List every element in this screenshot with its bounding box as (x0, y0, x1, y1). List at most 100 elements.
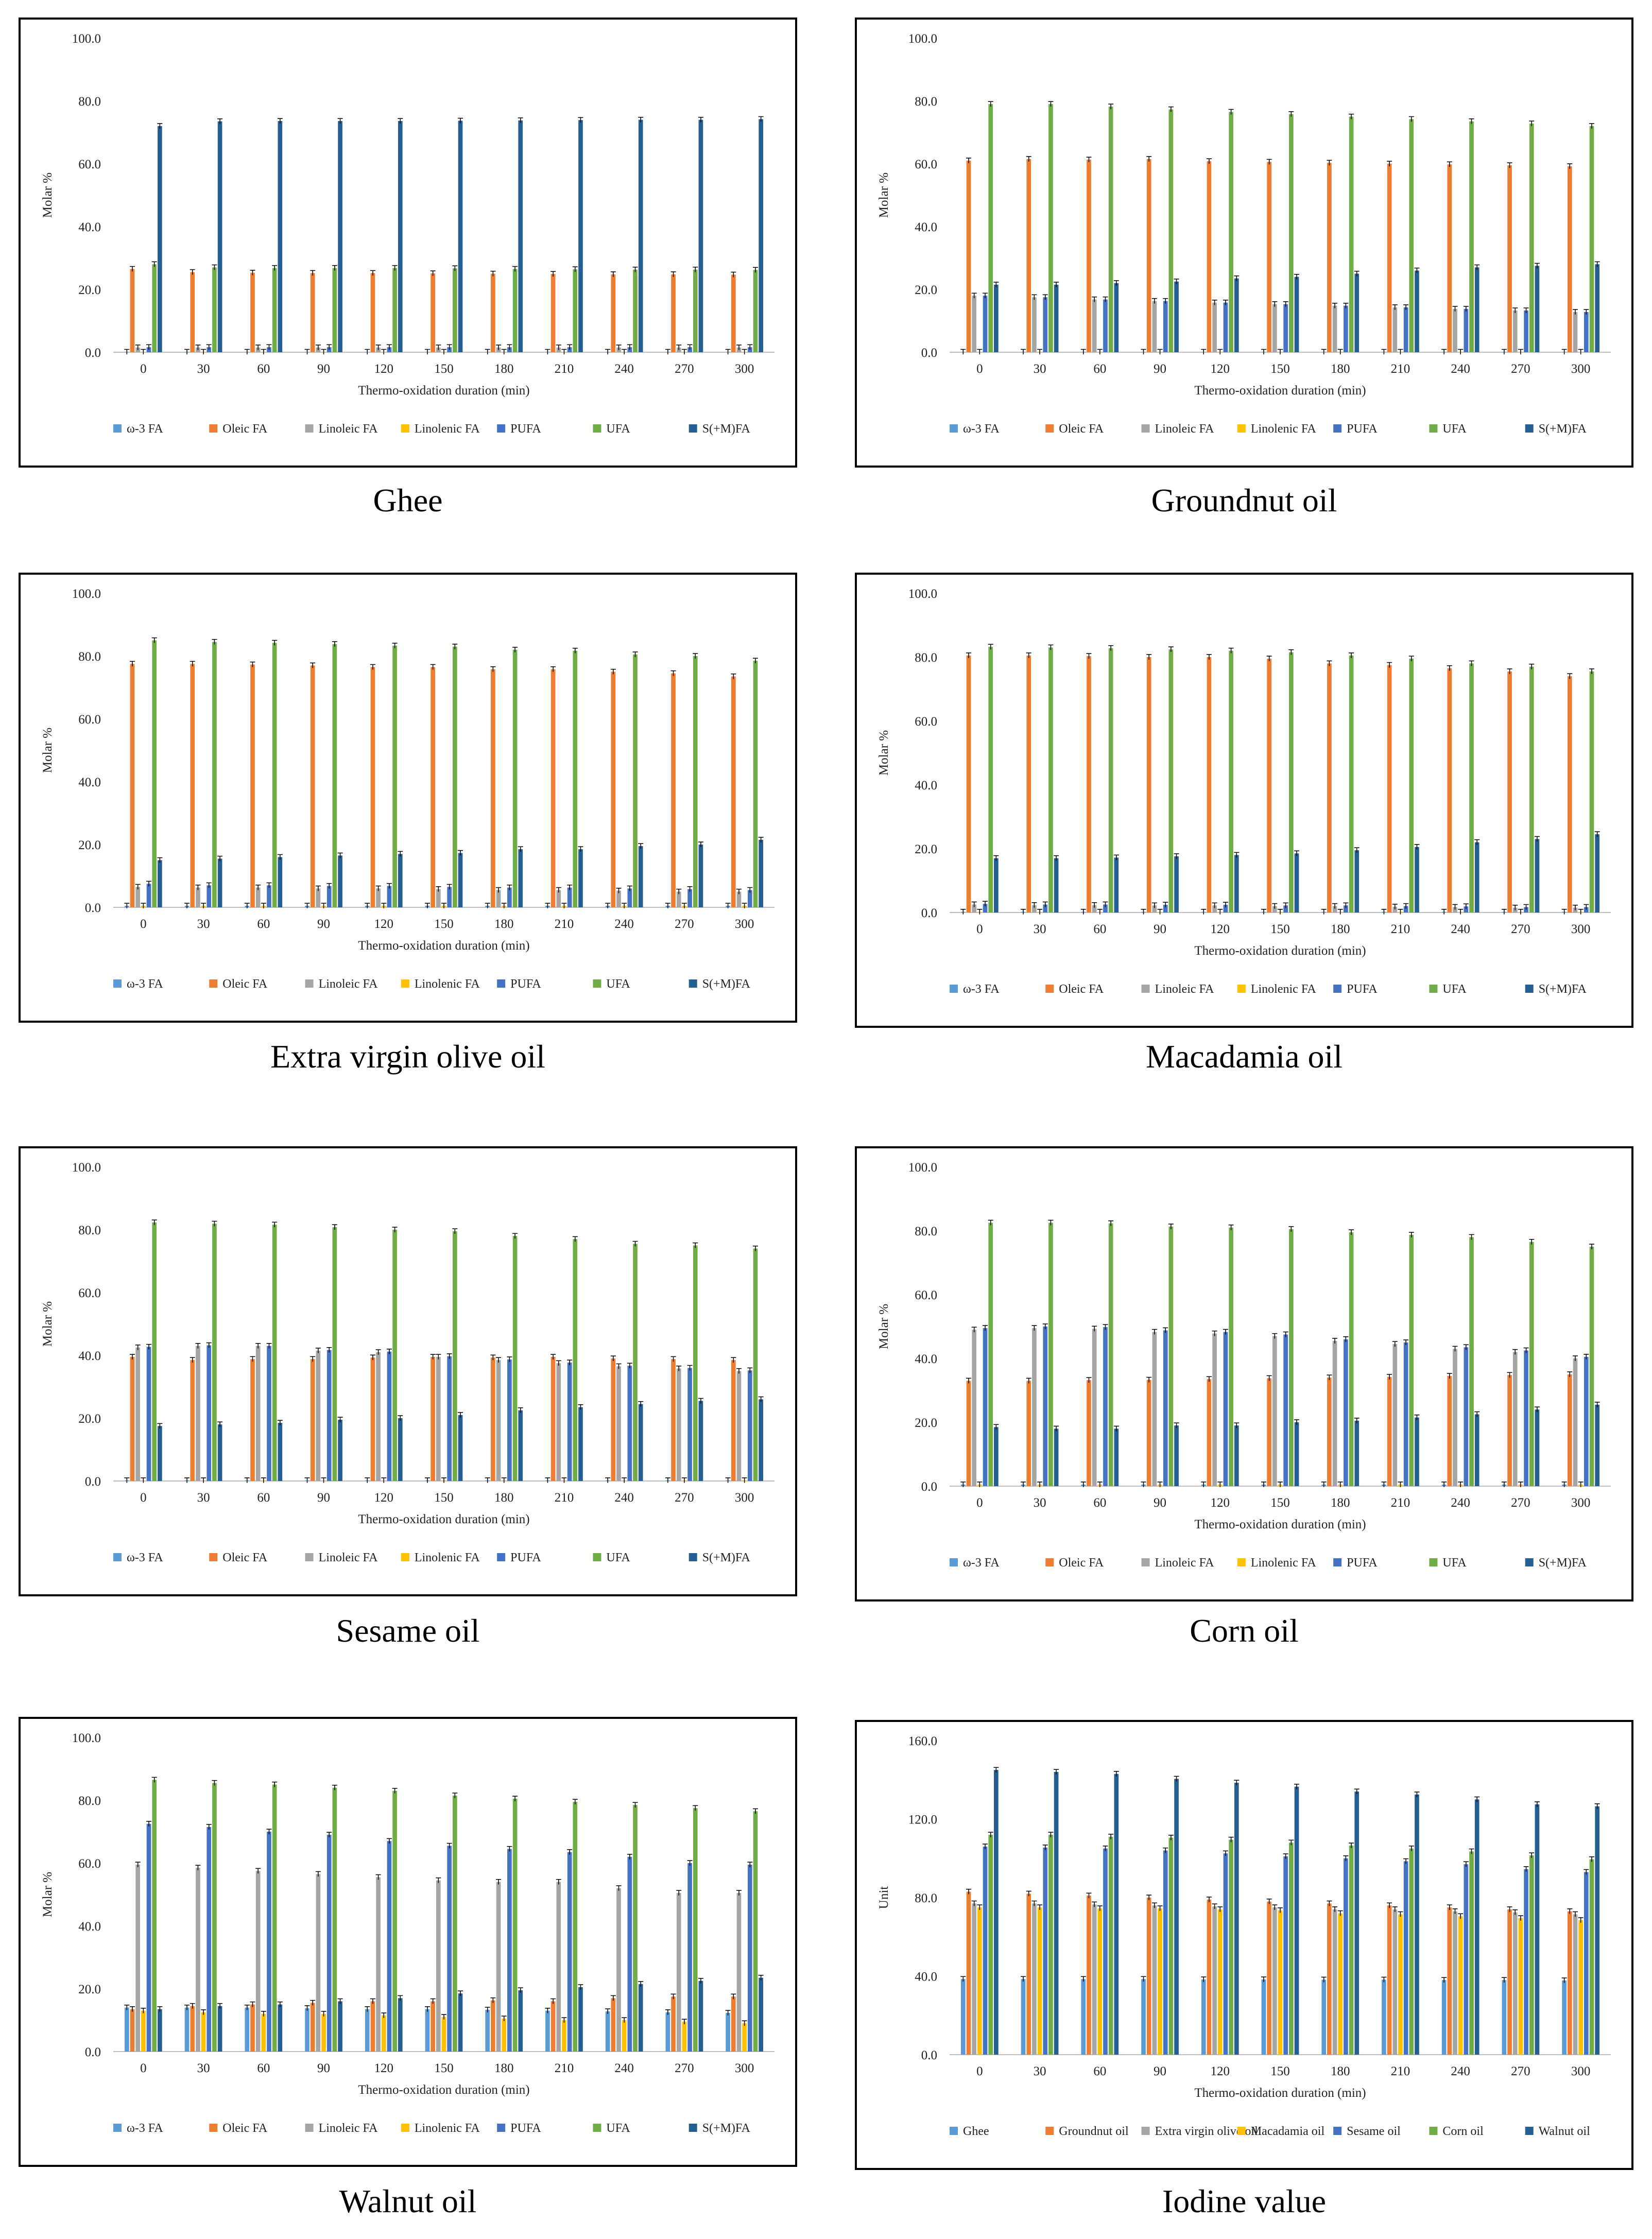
x-axis-title: Thermo-oxidation duration (min) (358, 939, 529, 953)
bar-oleic-fa-300 (731, 1996, 736, 2052)
legend-label-linoleic-fa: Linoleic FA (319, 2122, 378, 2135)
bar-s-m-fa-210 (1415, 1417, 1419, 1486)
legend-label-macadamia-oil: Macadamia oil (1251, 2125, 1325, 2138)
bar-oleic-fa-90 (310, 2003, 315, 2052)
bar-ufa-210 (573, 1802, 578, 2052)
bar-oleic-fa-300 (1567, 166, 1572, 352)
legend-label-s-m-fa: S(+M)FA (1539, 1556, 1587, 1570)
bar-ufa-60 (272, 1784, 277, 2052)
x-tick-label: 180 (1331, 1496, 1350, 1510)
bar-oleic-fa-60 (1087, 160, 1091, 352)
x-tick-label: 90 (317, 1491, 330, 1505)
bar-corn-oil-300 (1589, 1859, 1594, 2055)
bar-linoleic-fa-30 (196, 1868, 200, 2052)
bar-chart-iodine-value: 0.0 40.0 80.0 120.0 160.0 Unit 0 30 60 90 120 150 18… (877, 1734, 1611, 2138)
bar-ufa-30 (1048, 647, 1053, 912)
bar-linoleic-fa-300 (736, 1371, 742, 1481)
x-tick-label: 180 (1331, 362, 1350, 376)
legend-swatch-linolenic-fa (401, 979, 409, 988)
bar-oleic-fa-180 (491, 1357, 495, 1481)
bar-linoleic-fa-90 (316, 1350, 321, 1481)
bar-ufa-60 (272, 1225, 277, 1481)
y-tick-label: 20.0 (915, 1416, 937, 1430)
bar-linoleic-fa-0 (135, 1347, 141, 1481)
bar-s-m-fa-0 (994, 284, 999, 352)
bar-ufa-180 (512, 649, 518, 907)
bar-macadamia-oil-90 (1158, 1908, 1162, 2055)
bar-pufa-240 (1464, 906, 1469, 912)
x-tick-label: 240 (1451, 2064, 1470, 2078)
legend-label-s-m-fa: S(+M)FA (702, 2122, 751, 2135)
x-tick-label: 270 (675, 1491, 694, 1505)
y-axis-title: Molar % (41, 728, 55, 773)
bar-3-fa-60 (245, 2007, 250, 2052)
x-tick-label: 90 (1154, 922, 1166, 936)
bar-pufa-60 (1103, 904, 1108, 912)
legend-swatch-3-fa (113, 1553, 122, 1561)
x-axis-title: Thermo-oxidation duration (min) (1194, 2086, 1366, 2100)
bar-linoleic-fa-150 (436, 1357, 441, 1481)
y-tick-label: 0.0 (921, 906, 937, 920)
y-tick-label: 40.0 (915, 779, 937, 793)
bar-pufa-0 (983, 904, 988, 912)
bar-linoleic-fa-120 (1212, 905, 1217, 912)
bar-ufa-240 (1469, 1237, 1474, 1486)
legend-label-pufa: PUFA (510, 1551, 541, 1564)
bar-pufa-210 (1403, 906, 1408, 912)
x-tick-label: 210 (555, 2061, 574, 2075)
y-tick-label: 80.0 (915, 651, 937, 665)
x-tick-label: 270 (1511, 362, 1530, 376)
bar-groundnut-oil-60 (1087, 1896, 1091, 2055)
bar-ufa-60 (1108, 648, 1113, 912)
bar-linoleic-fa-0 (135, 1865, 141, 2052)
bar-ufa-210 (1409, 659, 1414, 912)
bar-oleic-fa-270 (1507, 165, 1512, 352)
x-tick-label: 90 (1154, 2064, 1166, 2078)
bar-oleic-fa-60 (1087, 1380, 1091, 1486)
x-tick-label: 60 (1093, 2064, 1106, 2078)
x-tick-label: 120 (1211, 362, 1230, 376)
legend-swatch-linolenic-fa (1237, 985, 1246, 993)
bar-linolenic-fa-0 (141, 2010, 146, 2052)
legend-swatch-pufa (1333, 424, 1342, 433)
bar-oleic-fa-270 (671, 1996, 676, 2052)
bar-ufa-90 (1168, 1226, 1174, 1486)
legend-label-sesame-oil: Sesame oil (1347, 2125, 1401, 2138)
x-tick-label: 120 (1211, 922, 1230, 936)
bar-linolenic-fa-60 (261, 2013, 266, 2052)
legend-label-ufa: UFA (1442, 983, 1467, 996)
bar-pufa-180 (1344, 905, 1348, 912)
bar-oleic-fa-90 (310, 665, 315, 907)
bar-extra-virgin-olive-oil-120 (1212, 1906, 1217, 2055)
bar-pufa-90 (326, 886, 332, 907)
legend-label-ghee: Ghee (963, 2125, 989, 2138)
x-tick-label: 270 (675, 2061, 694, 2075)
bar-walnut-oil-240 (1474, 1799, 1479, 2055)
bar-linolenic-fa-120 (381, 2015, 386, 2052)
legend-label-s-m-fa: S(+M)FA (702, 422, 751, 436)
bar-s-m-fa-90 (1174, 856, 1179, 912)
bar-s-m-fa-180 (1354, 850, 1360, 912)
bar-linoleic-fa-180 (496, 1360, 501, 1481)
bar-oleic-fa-0 (130, 2009, 135, 2052)
bar-3-fa-90 (305, 2008, 309, 2052)
bar-s-m-fa-90 (338, 121, 342, 353)
bar-oleic-fa-270 (1507, 1375, 1512, 1486)
bar-s-m-fa-180 (518, 1990, 523, 2052)
bar-ghee-210 (1382, 1979, 1386, 2055)
bar-s-m-fa-30 (217, 121, 222, 352)
bar-walnut-oil-120 (1234, 1782, 1239, 2055)
bar-s-m-fa-240 (638, 1984, 643, 2052)
legend-label-oleic-fa: Oleic FA (1059, 422, 1104, 436)
bar-linoleic-fa-300 (736, 1892, 742, 2052)
x-tick-label: 90 (317, 917, 330, 931)
bar-s-m-fa-300 (759, 839, 763, 907)
bar-s-m-fa-270 (698, 845, 703, 907)
bar-linoleic-fa-270 (676, 1368, 681, 1481)
legend-label-linolenic-fa: Linolenic FA (1251, 422, 1317, 436)
bar-s-m-fa-0 (994, 1427, 999, 1486)
bar-oleic-fa-0 (130, 1357, 135, 1481)
bar-ufa-150 (453, 1231, 457, 1481)
y-tick-label: 80.0 (78, 650, 101, 664)
bar-macadamia-oil-210 (1398, 1914, 1403, 2055)
